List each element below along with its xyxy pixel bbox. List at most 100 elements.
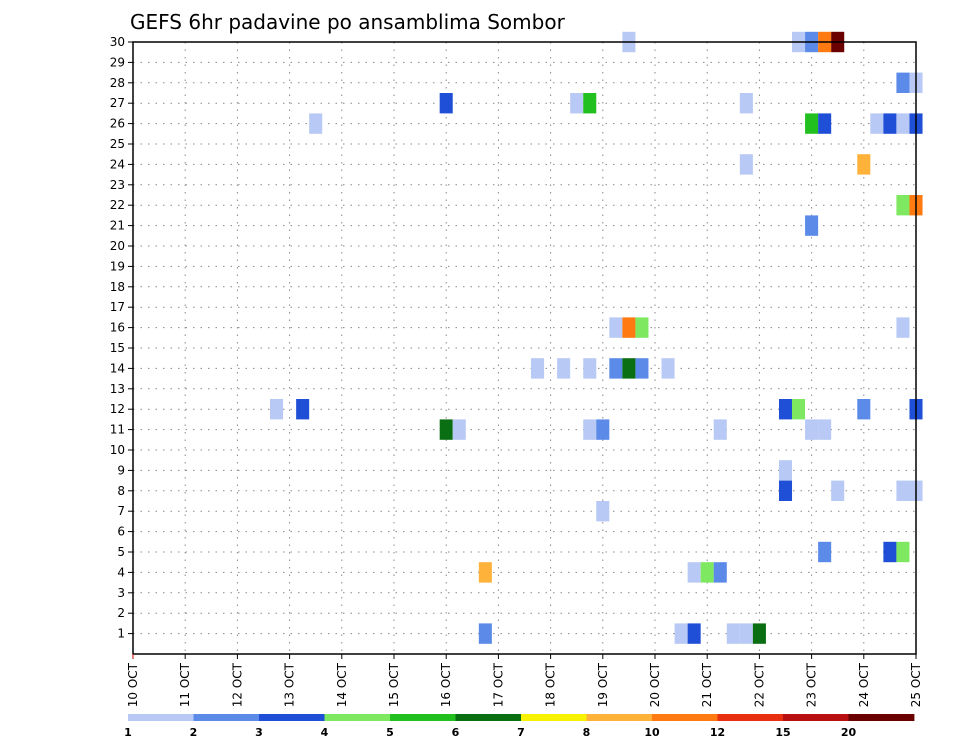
ensemble-cell [778, 460, 793, 481]
ensemble-cell [713, 419, 727, 440]
ensemble-cell [883, 113, 897, 134]
colorbar-swatch [586, 714, 653, 721]
ensemble-cell [452, 419, 466, 440]
x-tick-label: 21 OCT [700, 662, 714, 707]
gridlines [132, 41, 917, 654]
x-tick-label: 19 OCT [596, 662, 610, 707]
colorbar-label: 5 [386, 726, 394, 739]
x-tick-label: 20 OCT [648, 662, 662, 707]
y-tick-label: 11 [110, 423, 125, 437]
ensemble-cell [883, 541, 897, 563]
y-tick-label: 20 [110, 239, 125, 253]
ensemble-cell [439, 419, 453, 440]
colorbar-label: 4 [321, 726, 329, 739]
ensemble-cell [570, 93, 584, 114]
colorbar-swatch [455, 714, 522, 721]
ensemble-cell [609, 317, 623, 338]
ensemble-cell [857, 399, 871, 420]
ensemble-cell [296, 399, 310, 420]
y-tick-label: 8 [117, 484, 125, 498]
y-axis-ticks: 1234567891011121314151617181920212223242… [110, 35, 133, 641]
ensemble-cell [713, 562, 727, 583]
ensemble-cell [778, 480, 793, 501]
ensemble-cell [687, 623, 701, 644]
y-tick-label: 3 [117, 586, 125, 600]
x-tick-label: 12 OCT [230, 662, 244, 707]
ensemble-cell [557, 358, 571, 379]
colorbar-swatch [521, 714, 587, 721]
colorbar-swatch [652, 714, 718, 721]
ensemble-cell [700, 562, 714, 583]
colorbar-swatch [783, 714, 849, 721]
ensemble-cell [478, 623, 492, 644]
ensemble-cell [805, 215, 819, 236]
x-tick-label: 11 OCT [178, 662, 192, 707]
x-tick-label: 17 OCT [491, 662, 505, 707]
ensemble-cell [726, 623, 740, 644]
ensemble-cell [661, 358, 675, 379]
ensemble-cell [896, 195, 910, 216]
ensemble-cell [896, 113, 910, 134]
colorbar-label: 15 [775, 726, 790, 739]
ensemble-cell [818, 113, 832, 134]
ensemble-cell [622, 317, 636, 338]
ensemble-cell [635, 358, 649, 379]
ensemble-cell [752, 623, 766, 644]
y-tick-label: 10 [110, 443, 125, 457]
x-tick-label: 15 OCT [387, 662, 401, 707]
x-tick-label: 22 OCT [752, 662, 766, 707]
x-tick-label: 16 OCT [439, 662, 453, 707]
y-tick-label: 28 [110, 76, 125, 90]
ensemble-cell [622, 358, 636, 379]
colorbar-swatch [717, 714, 784, 721]
y-tick-label: 25 [110, 137, 125, 151]
ensemble-cell [478, 562, 492, 583]
ensemble-cell [739, 154, 753, 175]
colorbar-label: 12 [710, 726, 725, 739]
x-axis-ticks: 10 OCT 11 OCT 12 OCT 13 OCT 14 OCT 15 OCT 16 O… [126, 654, 923, 707]
chart-title: GEFS 6hr padavine po ansamblima Sombor [130, 10, 566, 34]
ensemble-cell [818, 419, 832, 440]
y-tick-label: 30 [110, 35, 125, 49]
y-tick-label: 5 [117, 545, 125, 559]
colorbar-swatch [259, 714, 325, 721]
y-tick-label: 4 [117, 565, 125, 579]
y-tick-label: 15 [110, 341, 125, 355]
ensemble-cell [805, 419, 819, 440]
y-tick-label: 16 [110, 321, 125, 335]
ensemble-cell [583, 358, 597, 379]
x-tick-label: 18 OCT [544, 662, 558, 707]
ensemble-cell [818, 541, 832, 563]
ensemble-cell [531, 358, 545, 379]
ensemble-cell [896, 541, 910, 563]
colorbar-swatch [128, 714, 194, 721]
ensemble-cell [596, 419, 610, 440]
ensemble-cell [609, 358, 623, 379]
colorbar-label: 6 [452, 726, 460, 739]
ensemble-cell [792, 399, 806, 420]
ensemble-cell [896, 317, 910, 338]
ensemble-cell [857, 154, 871, 175]
y-tick-label: 14 [110, 361, 125, 375]
colorbar-label: 1 [124, 726, 132, 739]
colorbar: 1 2 3 4 5 6 7 8 10 12 15 20 [124, 714, 915, 739]
colorbar-swatch [390, 714, 456, 721]
colorbar-label: 8 [583, 726, 591, 739]
y-tick-label: 17 [110, 300, 125, 314]
ensemble-cell [583, 419, 597, 440]
y-tick-label: 7 [117, 504, 125, 518]
ensemble-cell [687, 562, 701, 583]
y-tick-label: 13 [110, 382, 125, 396]
ensemble-cell [439, 93, 453, 114]
ensemble-cell [583, 93, 597, 114]
ensemble-cell [805, 113, 819, 134]
ensemble-cell [778, 399, 793, 420]
ensemble-cell [739, 623, 753, 644]
y-tick-label: 23 [110, 178, 125, 192]
y-tick-label: 18 [110, 280, 125, 294]
colorbar-swatch [848, 714, 915, 721]
y-tick-label: 24 [110, 157, 125, 171]
ensemble-cell [896, 72, 910, 93]
y-tick-label: 19 [110, 259, 125, 273]
